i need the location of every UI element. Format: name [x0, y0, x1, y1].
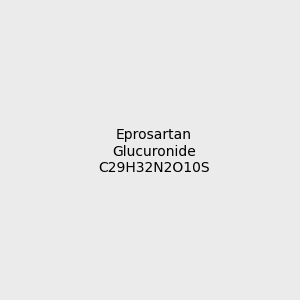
Text: Eprosartan
Glucuronide
C29H32N2O10S: Eprosartan Glucuronide C29H32N2O10S: [98, 128, 210, 175]
